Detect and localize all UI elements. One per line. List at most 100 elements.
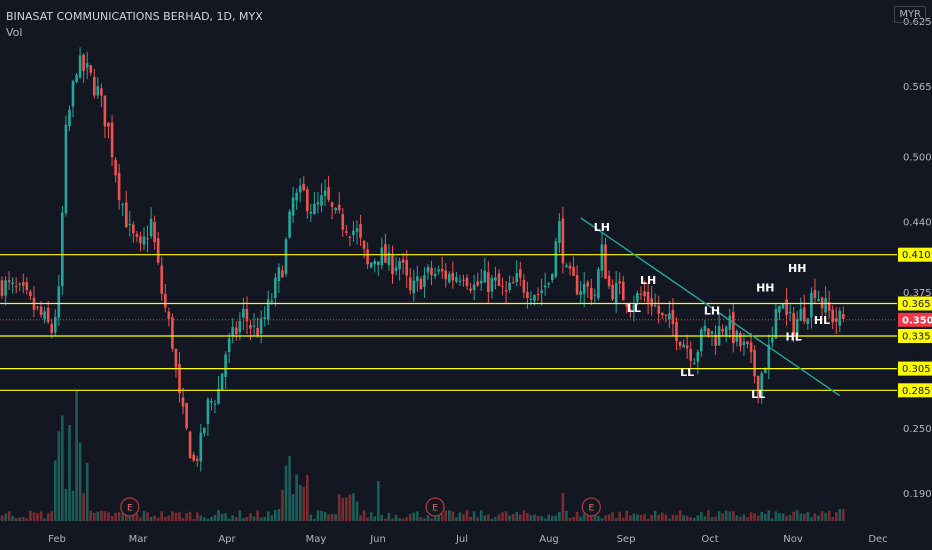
- candle: [511, 276, 515, 284]
- candle: [46, 301, 50, 325]
- candle: [142, 227, 146, 251]
- time-axis[interactable]: Feb Mar Apr May Jun Jul Aug Sep Oct Nov Dec: [48, 534, 888, 545]
- volume-bar: [135, 513, 139, 521]
- candle: [348, 235, 352, 246]
- price-axis[interactable]: 0.6250.5650.5000.4400.3750.2500.1900.315…: [898, 17, 932, 500]
- candle: [724, 324, 728, 342]
- candle: [579, 281, 582, 304]
- earnings-marker[interactable]: E: [425, 497, 445, 517]
- volume-bar: [117, 512, 121, 521]
- earnings-marker[interactable]: E: [581, 497, 601, 517]
- candle: [405, 250, 408, 289]
- candle: [64, 115, 68, 217]
- volume-bar: [46, 513, 50, 521]
- candle: [501, 277, 504, 296]
- earnings-marker[interactable]: E: [120, 497, 140, 517]
- candle: [146, 225, 149, 253]
- candle: [259, 310, 263, 344]
- volume-bar: [309, 514, 313, 521]
- candle: [586, 280, 590, 299]
- y-tick-label: 0.190: [903, 489, 932, 500]
- volume-bar: [206, 518, 210, 521]
- volume-bar: [323, 512, 327, 521]
- volume-bar: [132, 512, 135, 521]
- candle: [810, 287, 813, 329]
- volume-bar: [426, 515, 430, 521]
- candle: [575, 265, 579, 296]
- trendline[interactable]: [580, 217, 841, 397]
- candle: [554, 237, 558, 279]
- volume-bar: [93, 513, 96, 521]
- candle: [380, 237, 384, 270]
- volume-bar: [519, 514, 522, 521]
- volume-bar: [479, 510, 483, 521]
- swing-label: LL: [627, 302, 641, 315]
- volume-bar: [717, 511, 721, 521]
- candle: [597, 267, 600, 301]
- volume-bar: [579, 516, 582, 521]
- candle: [213, 400, 217, 413]
- candle: [149, 207, 153, 239]
- volume-bar: [774, 511, 778, 521]
- currency-badge[interactable]: MYR: [894, 6, 926, 23]
- candle: [590, 278, 593, 306]
- candle: [582, 271, 586, 308]
- candle: [558, 213, 561, 253]
- volume-bar: [291, 494, 295, 521]
- volume-bar: [643, 513, 646, 521]
- volume-bar: [440, 514, 444, 521]
- candle: [103, 95, 107, 139]
- volume-bar: [693, 518, 696, 521]
- swing-annotations: LH LH LL LH LL LL HH HH HL HL: [594, 221, 830, 401]
- volume-bar: [476, 517, 479, 521]
- volume-bar: [824, 512, 827, 521]
- candle: [114, 156, 117, 183]
- candle: [394, 256, 398, 276]
- volume-bar: [689, 517, 692, 521]
- volume-bar: [121, 512, 124, 521]
- candle: [604, 238, 607, 279]
- candle: [483, 257, 487, 283]
- volume-bar: [348, 494, 352, 521]
- candle: [739, 331, 742, 352]
- candle: [671, 298, 675, 336]
- volume-bar: [682, 515, 685, 521]
- x-tick-label: Oct: [701, 534, 718, 545]
- volume-bar: [387, 513, 391, 521]
- candle: [643, 280, 646, 302]
- candle: [515, 260, 519, 287]
- candle: [714, 325, 717, 355]
- volume-bar: [71, 490, 75, 521]
- candle: [224, 351, 227, 389]
- candle: [377, 261, 380, 276]
- volume-bar: [575, 511, 579, 521]
- candle: [788, 304, 792, 322]
- svg-text:0.410: 0.410: [902, 250, 931, 261]
- candle: [622, 275, 625, 301]
- candle: [96, 77, 100, 99]
- candle: [561, 206, 565, 274]
- volume-bar: [203, 517, 206, 521]
- candle: [572, 256, 575, 277]
- swing-label: LH: [704, 304, 720, 317]
- candle: [703, 320, 707, 336]
- volume-bar: [572, 516, 575, 521]
- svg-text:0.285: 0.285: [902, 386, 931, 397]
- candle: [156, 232, 160, 266]
- volume-bar: [707, 510, 710, 521]
- candle: [288, 209, 291, 239]
- volume-bar: [536, 515, 540, 521]
- candle: [203, 427, 206, 437]
- candle: [227, 332, 231, 364]
- candle: [749, 332, 753, 363]
- volume-bar: [764, 513, 767, 521]
- candle: [678, 340, 682, 350]
- volume-bar: [398, 518, 401, 521]
- volume-bar: [224, 513, 227, 521]
- volume-bar: [472, 511, 476, 521]
- volume-bar: [210, 517, 213, 521]
- volume-bar: [235, 517, 238, 521]
- candle: [313, 192, 316, 215]
- volume-bar: [263, 516, 266, 521]
